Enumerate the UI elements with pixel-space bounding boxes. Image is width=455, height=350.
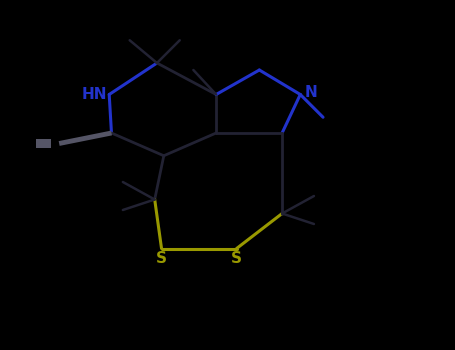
- Text: HN: HN: [81, 87, 107, 102]
- FancyBboxPatch shape: [36, 139, 51, 148]
- Text: S: S: [231, 251, 242, 266]
- Text: N: N: [305, 85, 318, 100]
- Text: S: S: [156, 251, 167, 266]
